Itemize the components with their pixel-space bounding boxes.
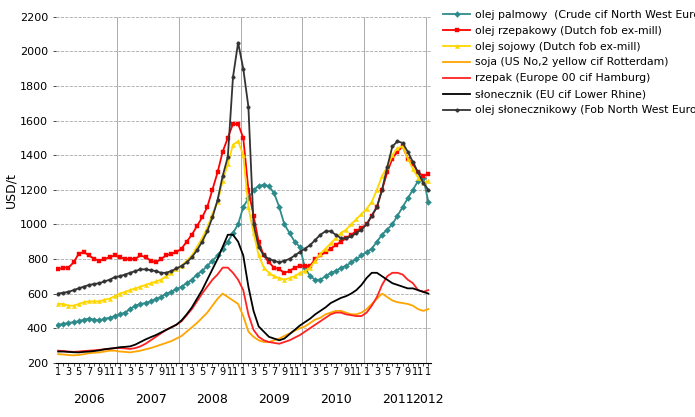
olej rzepakowy (Dutch fob ex-mill) xyxy=(229,121,237,126)
rzepak (Europe 00 cif Hamburg) xyxy=(183,313,191,318)
soja (US No,2 yellow cif Rotterdam) xyxy=(398,301,407,306)
soja (US No,2 yellow cif Rotterdam) xyxy=(54,352,63,357)
Text: 2007: 2007 xyxy=(135,393,167,406)
olej rzepakowy (Dutch fob ex-mill) xyxy=(424,172,432,177)
olej palmowy  (Crude cif North West Europe) xyxy=(136,301,145,306)
olej rzepakowy (Dutch fob ex-mill) xyxy=(383,170,391,175)
soja (US No,2 yellow cif Rotterdam) xyxy=(70,353,78,358)
olej słonecznikowy (Fob North West European Ports) xyxy=(177,264,186,269)
olej rzepakowy (Dutch fob ex-mill) xyxy=(244,187,252,192)
olej rzepakowy (Dutch fob ex-mill) xyxy=(54,267,63,272)
rzepak (Europe 00 cif Hamburg) xyxy=(250,327,258,332)
olej palmowy  (Crude cif North West Europe) xyxy=(239,205,247,210)
olej słonecznikowy (Fob North West European Ports) xyxy=(368,213,376,218)
Line: olej rzepakowy (Dutch fob ex-mill): olej rzepakowy (Dutch fob ex-mill) xyxy=(56,122,430,275)
olej sojowy (Dutch fob ex-mill) xyxy=(250,231,258,236)
słonecznik (EU cif Lower Rhine) xyxy=(424,291,432,296)
olej słonecznikowy (Fob North West European Ports) xyxy=(54,291,63,296)
olej palmowy  (Crude cif North West Europe) xyxy=(419,175,427,180)
słonecznik (EU cif Lower Rhine) xyxy=(373,270,381,275)
olej sojowy (Dutch fob ex-mill) xyxy=(141,282,149,287)
rzepak (Europe 00 cif Hamburg) xyxy=(141,341,149,346)
olej palmowy  (Crude cif North West Europe) xyxy=(363,249,371,254)
olej palmowy  (Crude cif North West Europe) xyxy=(389,222,397,227)
olej sojowy (Dutch fob ex-mill) xyxy=(54,301,63,306)
soja (US No,2 yellow cif Rotterdam) xyxy=(183,329,191,334)
soja (US No,2 yellow cif Rotterdam) xyxy=(424,306,432,311)
olej rzepakowy (Dutch fob ex-mill) xyxy=(398,144,407,149)
Line: olej słonecznikowy (Fob North West European Ports): olej słonecznikowy (Fob North West Europ… xyxy=(56,41,430,295)
olej sojowy (Dutch fob ex-mill) xyxy=(424,178,432,183)
soja (US No,2 yellow cif Rotterdam) xyxy=(250,334,258,339)
Text: 2012: 2012 xyxy=(413,393,444,406)
Text: 2011: 2011 xyxy=(382,393,414,406)
olej rzepakowy (Dutch fob ex-mill) xyxy=(280,270,288,275)
olej sojowy (Dutch fob ex-mill) xyxy=(383,165,391,170)
Text: 2009: 2009 xyxy=(259,393,290,406)
soja (US No,2 yellow cif Rotterdam) xyxy=(218,291,227,296)
soja (US No,2 yellow cif Rotterdam) xyxy=(141,347,149,352)
Line: soja (US No,2 yellow cif Rotterdam): soja (US No,2 yellow cif Rotterdam) xyxy=(58,294,428,355)
olej palmowy  (Crude cif North West Europe) xyxy=(177,284,186,289)
olej słonecznikowy (Fob North West European Ports) xyxy=(424,187,432,192)
rzepak (Europe 00 cif Hamburg) xyxy=(398,272,407,277)
olej słonecznikowy (Fob North West European Ports) xyxy=(378,187,386,192)
Line: olej palmowy  (Crude cif North West Europe): olej palmowy (Crude cif North West Europ… xyxy=(56,176,430,327)
olej sojowy (Dutch fob ex-mill) xyxy=(64,303,72,308)
olej sojowy (Dutch fob ex-mill) xyxy=(373,187,381,192)
olej słonecznikowy (Fob North West European Ports) xyxy=(244,104,252,109)
olej sojowy (Dutch fob ex-mill) xyxy=(398,144,407,149)
rzepak (Europe 00 cif Hamburg) xyxy=(424,288,432,293)
soja (US No,2 yellow cif Rotterdam) xyxy=(383,294,391,299)
olej słonecznikowy (Fob North West European Ports) xyxy=(234,40,243,45)
olej palmowy  (Crude cif North West Europe) xyxy=(424,199,432,204)
olej słonecznikowy (Fob North West European Ports) xyxy=(393,139,402,144)
olej sojowy (Dutch fob ex-mill) xyxy=(183,258,191,263)
olej rzepakowy (Dutch fob ex-mill) xyxy=(373,205,381,210)
olej palmowy  (Crude cif North West Europe) xyxy=(54,322,63,327)
Line: olej sojowy (Dutch fob ex-mill): olej sojowy (Dutch fob ex-mill) xyxy=(56,139,430,308)
słonecznik (EU cif Lower Rhine) xyxy=(183,312,191,317)
rzepak (Europe 00 cif Hamburg) xyxy=(383,274,391,279)
Line: rzepak (Europe 00 cif Hamburg): rzepak (Europe 00 cif Hamburg) xyxy=(58,268,428,352)
Text: 2006: 2006 xyxy=(73,393,105,406)
soja (US No,2 yellow cif Rotterdam) xyxy=(373,296,381,301)
Y-axis label: USD/t: USD/t xyxy=(4,172,17,208)
olej słonecznikowy (Fob North West European Ports) xyxy=(136,267,145,272)
słonecznik (EU cif Lower Rhine) xyxy=(54,349,63,354)
słonecznik (EU cif Lower Rhine) xyxy=(74,350,83,355)
rzepak (Europe 00 cif Hamburg) xyxy=(218,265,227,270)
rzepak (Europe 00 cif Hamburg) xyxy=(373,294,381,299)
Line: słonecznik (EU cif Lower Rhine): słonecznik (EU cif Lower Rhine) xyxy=(58,235,428,352)
słonecznik (EU cif Lower Rhine) xyxy=(250,309,258,314)
rzepak (Europe 00 cif Hamburg) xyxy=(70,349,78,354)
słonecznik (EU cif Lower Rhine) xyxy=(398,284,407,289)
słonecznik (EU cif Lower Rhine) xyxy=(141,337,149,342)
słonecznik (EU cif Lower Rhine) xyxy=(383,277,391,282)
Legend: olej palmowy  (Crude cif North West Europe), olej rzepakowy (Dutch fob ex-mill),: olej palmowy (Crude cif North West Europ… xyxy=(443,10,695,116)
Text: 2008: 2008 xyxy=(197,393,229,406)
olej rzepakowy (Dutch fob ex-mill) xyxy=(177,246,186,251)
olej rzepakowy (Dutch fob ex-mill) xyxy=(136,253,145,258)
Text: 2010: 2010 xyxy=(320,393,352,406)
olej palmowy  (Crude cif North West Europe) xyxy=(373,239,381,244)
olej sojowy (Dutch fob ex-mill) xyxy=(234,139,243,144)
rzepak (Europe 00 cif Hamburg) xyxy=(54,348,63,353)
słonecznik (EU cif Lower Rhine) xyxy=(224,232,232,237)
